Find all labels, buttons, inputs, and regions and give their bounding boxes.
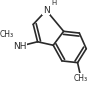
Text: N: N: [43, 6, 50, 15]
Text: CH₃: CH₃: [74, 74, 88, 83]
Text: NH: NH: [13, 42, 27, 51]
Text: CH₃: CH₃: [0, 30, 14, 39]
Text: H: H: [51, 0, 56, 6]
